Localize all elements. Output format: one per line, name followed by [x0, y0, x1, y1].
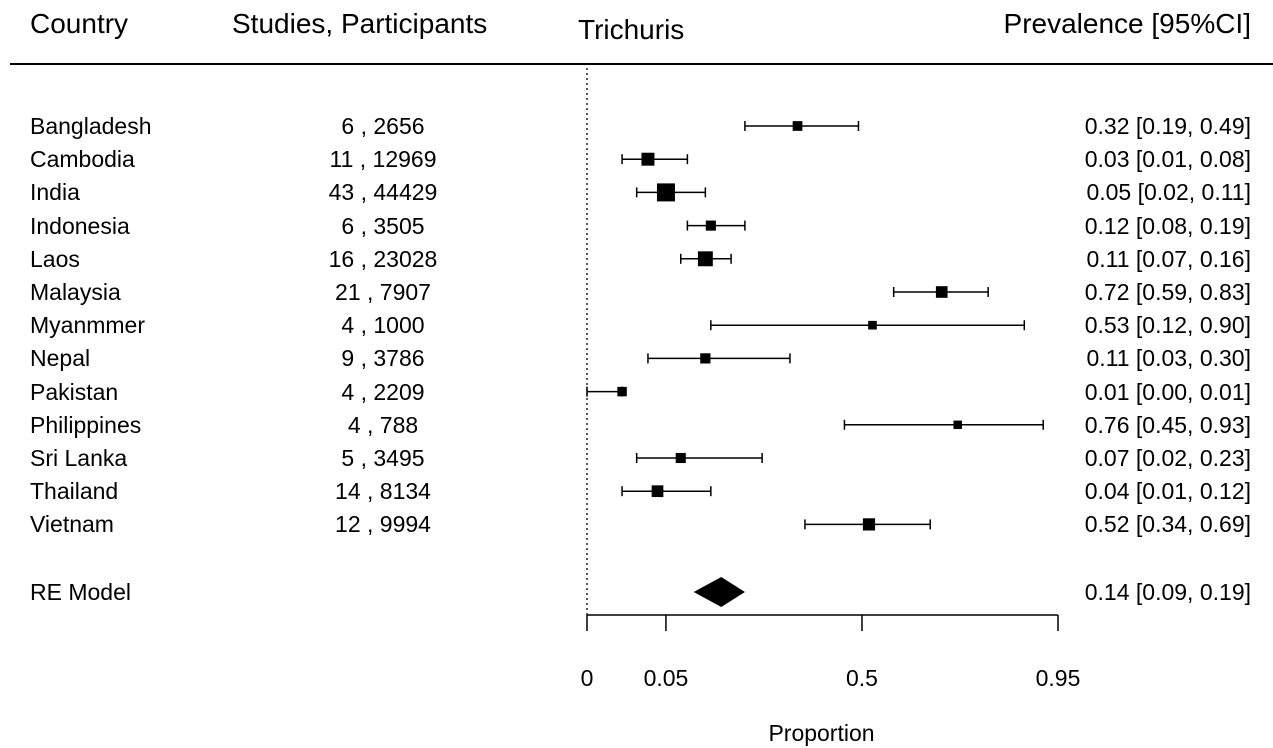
row-prevalence: 0.72 [0.59, 0.83] [1084, 279, 1251, 305]
row-studies: 6 , 2656 [341, 113, 425, 139]
row-country: Cambodia [30, 146, 135, 173]
row-prevalence: 0.05 [0.02, 0.11] [1086, 179, 1251, 206]
header-country: Country [30, 8, 129, 39]
row-studies: 14 , 8134 [335, 478, 431, 505]
row-studies: 16 , 23028 [328, 245, 438, 272]
row-studies: 11 , 12969 [329, 146, 437, 173]
point-estimate [651, 485, 664, 498]
row-prevalence: 0.04 [0.01, 0.12] [1084, 478, 1251, 505]
x-axis-label: Proportion [768, 720, 874, 746]
x-tick-label: 0.05 [644, 665, 689, 691]
row-prevalence: 0.76 [0.45, 0.93] [1084, 411, 1251, 438]
point-estimate [656, 183, 675, 202]
row-prevalence: 0.11 [0.03, 0.30] [1086, 345, 1251, 372]
row-country: Pakistan [30, 378, 119, 405]
row-country: Vietnam [30, 511, 114, 538]
row-studies: 5 , 3495 [341, 445, 425, 471]
point-estimate [792, 121, 803, 131]
x-tick-label: 0.5 [846, 665, 878, 691]
header-pathogen: Trichuris [578, 14, 685, 45]
point-estimate [641, 152, 655, 166]
row-country: Thailand [30, 478, 119, 505]
row-prevalence: 0.32 [0.19, 0.49] [1084, 113, 1251, 139]
row-country: Myanmmer [30, 312, 146, 339]
point-estimate [697, 251, 713, 267]
row-prevalence: 0.07 [0.02, 0.23] [1084, 445, 1251, 471]
row-studies: 43 , 44429 [328, 179, 438, 206]
row-prevalence: 0.03 [0.01, 0.08] [1084, 146, 1251, 173]
row-prevalence: 0.12 [0.08, 0.19] [1084, 212, 1251, 239]
point-estimate [675, 452, 686, 464]
header-rule [10, 63, 1273, 65]
row-studies: 4 , 2209 [341, 378, 425, 405]
point-estimate [700, 353, 711, 364]
summary-prevalence: 0.14 [0.09, 0.19] [1084, 579, 1251, 605]
point-estimate [862, 518, 876, 531]
header-studies: Studies, Participants [232, 8, 488, 39]
row-country: India [30, 179, 80, 206]
row-country: Philippines [30, 411, 142, 438]
row-country: Sri Lanka [30, 445, 128, 471]
row-studies: 4 , 1000 [341, 312, 425, 339]
point-estimate [868, 320, 877, 330]
point-estimate [953, 420, 962, 430]
summary-diamond [693, 577, 745, 607]
row-country: Bangladesh [30, 113, 152, 139]
row-prevalence: 0.11 [0.07, 0.16] [1086, 245, 1251, 272]
point-estimate [617, 386, 627, 397]
row-country: Nepal [30, 345, 91, 372]
point-estimate [705, 220, 716, 231]
row-studies: 9 , 3786 [341, 345, 425, 372]
row-country: Malaysia [30, 279, 121, 305]
row-country: Indonesia [30, 212, 130, 239]
summary-label: RE Model [30, 579, 131, 605]
header-prevalence: Prevalence [95%CI] [1003, 8, 1251, 39]
row-prevalence: 0.53 [0.12, 0.90] [1084, 312, 1251, 339]
row-prevalence: 0.01 [0.00, 0.01] [1084, 378, 1251, 405]
x-tick-label: 0 [581, 665, 594, 691]
row-country: Laos [30, 245, 80, 272]
row-studies: 12 , 9994 [335, 511, 431, 538]
x-tick-label: 0.95 [1036, 665, 1081, 691]
row-prevalence: 0.52 [0.34, 0.69] [1084, 511, 1251, 538]
row-studies: 21 , 7907 [335, 279, 431, 305]
row-studies: 4 , 788 [347, 411, 419, 438]
row-studies: 6 , 3505 [341, 212, 425, 239]
point-estimate [935, 286, 948, 298]
